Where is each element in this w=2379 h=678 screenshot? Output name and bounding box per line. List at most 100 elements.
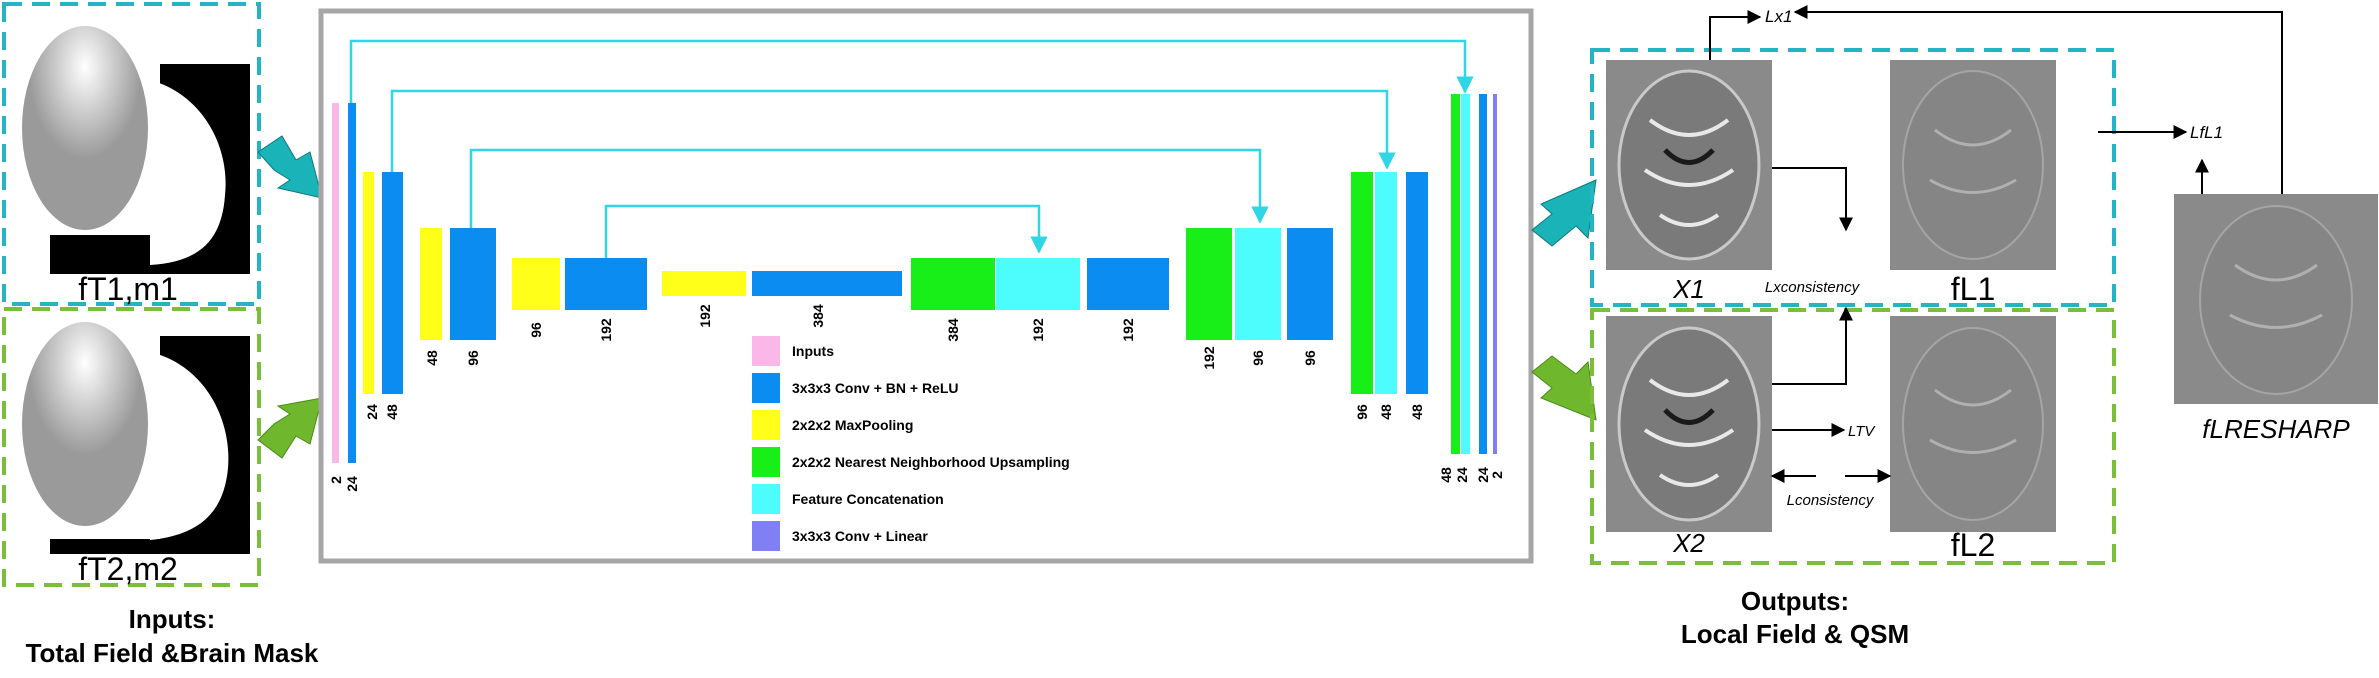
block-out-linear xyxy=(1493,94,1497,454)
ch-label: 96 xyxy=(1354,404,1370,420)
qsm-x2-image xyxy=(1606,316,1772,532)
input-panel-t1: fT1,m1 xyxy=(2,2,261,307)
loss-lfl1: LfL1 xyxy=(2190,123,2223,142)
loss-lx1: Lx1 xyxy=(1765,7,1792,26)
ch-label: 384 xyxy=(810,304,826,328)
block-conv-384 xyxy=(752,271,902,296)
input-t1-label: fT1,m1 xyxy=(78,271,178,307)
ch-label: 48 xyxy=(1438,467,1454,483)
loss-lxconsistency: Lxconsistency xyxy=(1765,279,1861,296)
field-l2-image xyxy=(1890,316,2056,532)
mask-t1-shape xyxy=(150,80,226,265)
skip-connections xyxy=(349,39,1474,258)
block-input xyxy=(332,103,339,463)
legend-swatch-conv xyxy=(752,373,780,403)
line-x1-loss xyxy=(1709,10,1762,60)
block-conv-96a xyxy=(450,228,496,340)
ch-label: 192 xyxy=(1201,346,1217,370)
ch-label: 24 xyxy=(344,476,360,492)
ch-label: 96 xyxy=(465,350,481,366)
label-resharp: fLRESHARP xyxy=(2202,414,2350,444)
skip-connection-3 xyxy=(469,148,1269,228)
legend-label: Inputs xyxy=(792,343,834,359)
loss-lconsistency: Lconsistency xyxy=(1787,492,1875,509)
skip-connection-1 xyxy=(349,39,1474,104)
arrow-teal-output xyxy=(1531,179,1597,247)
line-x2-consistency xyxy=(1772,306,1853,385)
block-conv-48b xyxy=(1406,172,1428,394)
ch-label: 48 xyxy=(1378,404,1394,420)
legend: Inputs 3x3x3 Conv + BN + ReLU 2x2x2 MaxP… xyxy=(752,336,1070,551)
label-fl2: fL2 xyxy=(1951,527,1995,563)
ch-label: 48 xyxy=(1409,404,1425,420)
ch-label: 384 xyxy=(945,318,961,342)
ch-label: 24 xyxy=(1475,467,1491,483)
block-concat-192 xyxy=(996,258,1080,310)
ch-label: 192 xyxy=(1030,318,1046,342)
line-resharp-lx1 xyxy=(1793,5,2283,194)
legend-label: 2x2x2 MaxPooling xyxy=(792,417,913,433)
input-t2-label: fT2,m2 xyxy=(78,551,178,587)
ch-label: 192 xyxy=(1120,318,1136,342)
unet-blocks xyxy=(332,94,1497,463)
loss-ltv: LTV xyxy=(1848,423,1876,440)
channel-labels: 2 24 24 48 48 96 96 192 192 384 384 192 … xyxy=(328,304,1505,492)
input-t2-dashed-box xyxy=(2,307,261,587)
ch-label: 192 xyxy=(697,304,713,328)
block-concat-96 xyxy=(1235,228,1281,340)
ch-label: 2 xyxy=(328,476,344,484)
label-x1: X1 xyxy=(1672,274,1705,304)
mask-t2-shape xyxy=(150,352,229,540)
field-l1-image xyxy=(1890,60,2056,270)
ch-label: 96 xyxy=(1250,350,1266,366)
input-panel-t2: fT2,m2 xyxy=(2,307,261,587)
block-conv-192a xyxy=(565,258,647,310)
label-x2: X2 xyxy=(1672,528,1705,558)
field-resharp-image xyxy=(2174,194,2378,404)
legend-label: 3x3x3 Conv + BN + ReLU xyxy=(792,380,959,396)
inputs-title-line1: Inputs: xyxy=(129,604,216,634)
ch-label: 48 xyxy=(384,404,400,420)
output-green-dashed-box xyxy=(1590,308,2116,565)
block-concat-48 xyxy=(1375,172,1397,394)
loss-connections xyxy=(1709,5,2283,483)
outputs-title-line1: Outputs: xyxy=(1741,586,1849,616)
block-pool-24 xyxy=(363,172,374,394)
legend-swatch-linear xyxy=(752,521,780,551)
legend-label: Feature Concatenation xyxy=(792,491,944,507)
ch-label: 2 xyxy=(1489,471,1505,479)
arrow-teal-input xyxy=(257,135,323,199)
legend-swatch-inputs xyxy=(752,336,780,366)
inputs-title-line2: Total Field &Brain Mask xyxy=(26,638,319,668)
line-x1-consistency xyxy=(1772,167,1853,232)
ch-label: 24 xyxy=(364,404,380,420)
field-t1-brain xyxy=(22,26,148,230)
block-concat-24 xyxy=(1461,94,1470,454)
block-conv-96b xyxy=(1287,228,1333,340)
block-up-192 xyxy=(1186,228,1232,340)
arrow-green-output xyxy=(1531,355,1597,421)
outputs-title-line2: Local Field & QSM xyxy=(1681,619,1909,649)
block-up-96 xyxy=(1351,172,1373,394)
legend-label: 2x2x2 Nearest Neighborhood Upsampling xyxy=(792,454,1070,470)
ch-label: 96 xyxy=(528,322,544,338)
ch-label: 24 xyxy=(1454,467,1470,483)
field-t2-brain xyxy=(22,322,148,526)
block-conv-24b xyxy=(1479,94,1487,454)
block-pool-192 xyxy=(662,271,746,296)
output-teal-dashed-box xyxy=(1590,48,2116,307)
block-conv-48a xyxy=(382,172,403,394)
block-pool-48 xyxy=(420,228,442,340)
legend-swatch-pool xyxy=(752,410,780,440)
block-pool-96 xyxy=(512,258,560,310)
ch-label: 192 xyxy=(598,318,614,342)
legend-swatch-upsample xyxy=(752,447,780,477)
label-fl1: fL1 xyxy=(1951,271,1995,307)
block-conv-24a xyxy=(348,103,356,463)
qsm-x1-image xyxy=(1606,60,1772,270)
ch-label: 48 xyxy=(424,350,440,366)
skip-connection-2 xyxy=(390,89,1396,172)
legend-label: 3x3x3 Conv + Linear xyxy=(792,528,928,544)
input-t1-dashed-box xyxy=(2,2,261,306)
legend-swatch-concat xyxy=(752,484,780,514)
